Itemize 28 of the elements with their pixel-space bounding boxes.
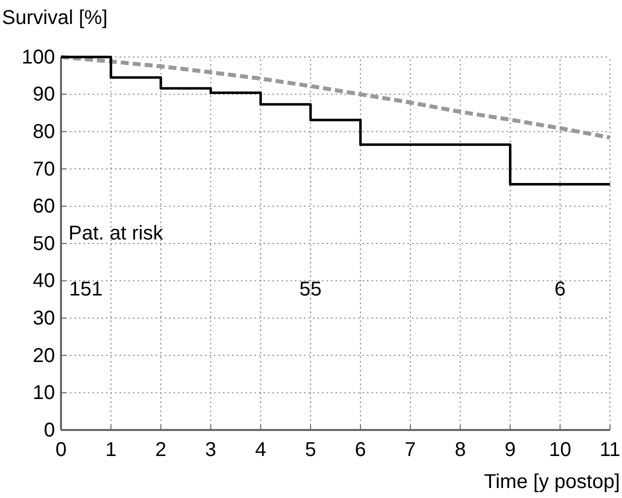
x-tick-label: 7 xyxy=(404,439,416,461)
y-tick-label: 100 xyxy=(22,46,55,68)
x-tick-label: 1 xyxy=(105,439,116,461)
x-axis-title: Time [y postop] xyxy=(484,471,620,493)
y-tick-label: 10 xyxy=(32,382,55,404)
x-tick-label: 4 xyxy=(255,439,266,461)
y-axis-title: Survival [%] xyxy=(2,7,108,29)
y-tick-label: 0 xyxy=(44,419,55,442)
x-tick-label: 10 xyxy=(548,439,572,461)
x-tick-label: 2 xyxy=(155,439,166,461)
x-tick-label: 8 xyxy=(454,439,466,461)
y-tick-label: 20 xyxy=(32,344,55,367)
x-tick-label: 3 xyxy=(205,439,216,461)
y-tick-label: 40 xyxy=(32,270,55,292)
y-tick-label: 50 xyxy=(32,232,55,255)
x-tick-label: 5 xyxy=(304,439,316,461)
x-tick-label: 6 xyxy=(354,439,366,461)
y-tick-label: 70 xyxy=(32,158,55,180)
y-tick-label: 90 xyxy=(32,84,55,106)
y-tick-label: 30 xyxy=(32,308,55,330)
annotation: 6 xyxy=(554,278,566,300)
y-tick-label: 60 xyxy=(32,196,55,218)
annotation: 55 xyxy=(299,278,322,300)
y-tick-label: 80 xyxy=(32,121,55,143)
x-tick-label: 11 xyxy=(600,439,620,461)
annotation: 151 xyxy=(69,278,103,300)
annotation: Pat. at risk xyxy=(68,222,164,244)
x-tick-label: 9 xyxy=(504,439,516,461)
